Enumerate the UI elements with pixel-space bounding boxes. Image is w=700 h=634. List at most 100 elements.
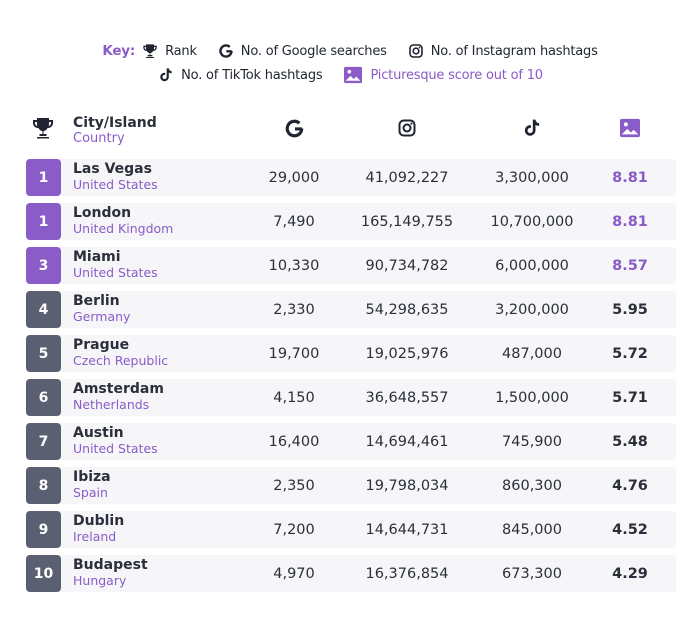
instagram-column-header [395, 110, 419, 150]
picture-icon [342, 66, 364, 84]
city-cell: Miami United States [73, 249, 158, 281]
city-cell: Ibiza Spain [73, 469, 111, 501]
city-name: Las Vegas [73, 161, 152, 177]
instagram-hashtags-value: 14,694,461 [365, 433, 449, 450]
table-row: 6 Amsterdam Netherlands 4,150 36,648,557… [26, 379, 676, 416]
country-header-label: Country [73, 130, 125, 146]
legend-rank: Rank [165, 43, 197, 59]
google-icon [217, 42, 235, 60]
instagram-hashtags-value: 36,648,557 [365, 389, 449, 406]
country-name: Hungary [73, 573, 127, 588]
instagram-hashtags-value: 14,644,731 [365, 521, 449, 538]
picturesque-score-value: 4.76 [612, 477, 648, 494]
google-searches-value: 16,400 [268, 433, 320, 450]
country-name: Germany [73, 309, 131, 324]
tiktok-hashtags-value: 745,900 [502, 433, 562, 450]
tiktok-hashtags-value: 487,000 [502, 345, 562, 362]
google-searches-value: 10,330 [268, 257, 320, 274]
tiktok-icon [157, 66, 175, 84]
table-row: 10 Budapest Hungary 4,970 16,376,854 673… [26, 555, 676, 592]
google-searches-value: 19,700 [268, 345, 320, 362]
city-name: Austin [73, 425, 124, 441]
city-cell: London United Kingdom [73, 205, 173, 237]
legend: Key: Rank No. of Google searches No. of … [0, 40, 700, 86]
tiktok-hashtags-value: 1,500,000 [495, 389, 569, 406]
city-name: Berlin [73, 293, 120, 309]
picturesque-score-value: 5.71 [612, 389, 648, 406]
google-searches-value: 7,200 [273, 521, 315, 538]
rank-badge: 4 [26, 291, 61, 328]
instagram-hashtags-value: 90,734,782 [365, 257, 449, 274]
rank-badge: 10 [26, 555, 61, 592]
country-name: United States [73, 265, 158, 280]
table-header: City/Island Country [26, 110, 676, 150]
city-name: Miami [73, 249, 121, 265]
legend-title: Key: [102, 43, 136, 59]
rank-badge: 1 [26, 159, 61, 196]
city-cell: Amsterdam Netherlands [73, 381, 164, 413]
city-column-header: City/Island Country [73, 110, 157, 150]
table-row: 9 Dublin Ireland 7,200 14,644,731 845,00… [26, 511, 676, 548]
rank-badge: 7 [26, 423, 61, 460]
rank-column-header [30, 110, 56, 150]
tiktok-hashtags-value: 3,300,000 [495, 169, 569, 186]
picturesque-score-value: 4.29 [612, 565, 648, 582]
tiktok-hashtags-value: 6,000,000 [495, 257, 569, 274]
country-name: United States [73, 441, 158, 456]
table-body: 1 Las Vegas United States 29,000 41,092,… [26, 159, 676, 599]
trophy-icon [141, 42, 159, 60]
legend-line-2: No. of TikTok hashtags Picturesque score… [0, 64, 700, 86]
tiktok-hashtags-value: 845,000 [502, 521, 562, 538]
city-cell: Dublin Ireland [73, 513, 124, 545]
google-searches-value: 4,150 [273, 389, 315, 406]
google-column-header [282, 110, 306, 150]
picturesque-score-value: 5.95 [612, 301, 648, 318]
city-name: Amsterdam [73, 381, 164, 397]
picturesque-score-value: 5.48 [612, 433, 648, 450]
country-name: Spain [73, 485, 108, 500]
picturesque-score-value: 5.72 [612, 345, 648, 362]
rank-badge: 8 [26, 467, 61, 504]
country-name: Ireland [73, 529, 117, 544]
rank-badge: 9 [26, 511, 61, 548]
country-name: Netherlands [73, 397, 150, 412]
picturesque-score-value: 8.81 [612, 213, 648, 230]
table-row: 4 Berlin Germany 2,330 54,298,635 3,200,… [26, 291, 676, 328]
picturesque-column-header [618, 110, 642, 150]
table-row: 3 Miami United States 10,330 90,734,782 … [26, 247, 676, 284]
table-row: 1 Las Vegas United States 29,000 41,092,… [26, 159, 676, 196]
instagram-icon [397, 118, 417, 142]
city-header-label: City/Island [73, 114, 157, 131]
picturesque-score-value: 8.81 [612, 169, 648, 186]
picturesque-score-value: 8.57 [612, 257, 648, 274]
rank-badge: 6 [26, 379, 61, 416]
google-searches-value: 29,000 [268, 169, 320, 186]
country-name: United States [73, 177, 158, 192]
picture-icon [619, 118, 641, 142]
table-row: 1 London United Kingdom 7,490 165,149,75… [26, 203, 676, 240]
google-searches-value: 2,350 [273, 477, 315, 494]
rank-badge: 5 [26, 335, 61, 372]
city-cell: Austin United States [73, 425, 158, 457]
legend-google: No. of Google searches [240, 43, 387, 59]
table-row: 8 Ibiza Spain 2,350 19,798,034 860,300 4… [26, 467, 676, 504]
google-searches-value: 7,490 [273, 213, 315, 230]
country-name: Czech Republic [73, 353, 169, 368]
city-cell: Prague Czech Republic [73, 337, 168, 369]
city-name: Budapest [73, 557, 148, 573]
city-cell: Las Vegas United States [73, 161, 158, 193]
tiktok-icon [522, 118, 542, 142]
table-row: 7 Austin United States 16,400 14,694,461… [26, 423, 676, 460]
city-name: Ibiza [73, 469, 111, 485]
legend-instagram: No. of Instagram hashtags [430, 43, 598, 59]
rank-badge: 1 [26, 203, 61, 240]
google-searches-value: 4,970 [273, 565, 315, 582]
tiktok-hashtags-value: 3,200,000 [495, 301, 569, 318]
table-row: 5 Prague Czech Republic 19,700 19,025,97… [26, 335, 676, 372]
city-cell: Budapest Hungary [73, 557, 148, 589]
instagram-hashtags-value: 165,149,755 [360, 213, 454, 230]
google-searches-value: 2,330 [273, 301, 315, 318]
tiktok-hashtags-value: 10,700,000 [490, 213, 574, 230]
tiktok-column-header [520, 110, 544, 150]
tiktok-hashtags-value: 673,300 [502, 565, 562, 582]
